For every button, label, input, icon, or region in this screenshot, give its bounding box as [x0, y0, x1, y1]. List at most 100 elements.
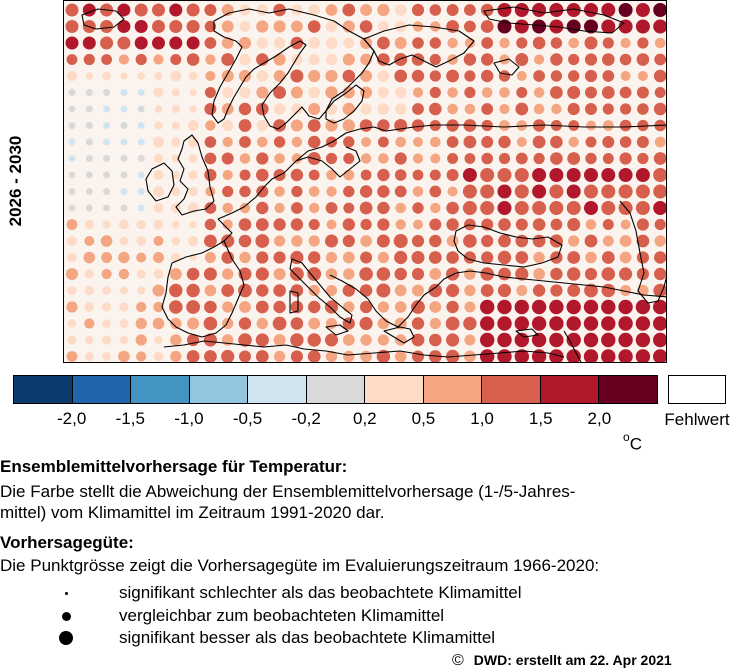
- map-dot: [103, 138, 111, 146]
- skill-heading: Vorhersagegüte:: [0, 533, 134, 552]
- map-dot: [170, 350, 182, 362]
- map-dot: [480, 184, 495, 199]
- coastline-caspian: [619, 200, 666, 304]
- map-dot: [446, 69, 459, 83]
- missing-value-label: Fehlwert: [664, 410, 730, 429]
- map-dot: [412, 284, 424, 297]
- map-dot: [204, 218, 217, 231]
- map-dot: [204, 284, 217, 297]
- coastline-black-sea: [453, 224, 563, 268]
- map-dot: [567, 152, 581, 165]
- map-dot: [85, 72, 94, 80]
- map-dot: [118, 350, 130, 362]
- map-dot: [204, 350, 217, 362]
- map-dot: [203, 316, 218, 331]
- map-dot: [653, 332, 666, 348]
- map-dot: [377, 168, 390, 182]
- map-dot: [136, 252, 147, 263]
- map-dot: [221, 152, 234, 165]
- map-dot: [653, 349, 666, 362]
- period-label-text: 2026 - 2030: [6, 135, 25, 227]
- map-dot: [550, 70, 563, 82]
- map-dot: [499, 37, 510, 49]
- map-dot: [102, 286, 111, 295]
- map-dot: [204, 202, 217, 214]
- map-dot: [377, 317, 390, 330]
- map-dot: [169, 283, 183, 298]
- map-dot: [325, 53, 338, 66]
- map-dot: [464, 284, 476, 297]
- map-dot: [464, 218, 476, 231]
- map-dot: [153, 170, 164, 180]
- map-dot: [171, 220, 180, 229]
- map-dot: [360, 70, 373, 82]
- map-dot: [601, 251, 615, 264]
- map-dot: [393, 234, 408, 248]
- map-dot: [186, 53, 200, 66]
- map-dot: [499, 87, 510, 98]
- map-dot: [636, 218, 650, 231]
- map-dot: [429, 4, 442, 16]
- map-dot: [515, 218, 528, 231]
- map-dot: [342, 218, 355, 231]
- map-dot: [83, 251, 96, 264]
- map-dot: [325, 152, 338, 165]
- map-dot: [514, 201, 529, 215]
- map-dot: [446, 333, 460, 347]
- map-dot: [205, 186, 216, 197]
- map-dot: [585, 152, 597, 165]
- map-dot: [497, 299, 512, 315]
- map-dot: [238, 317, 252, 330]
- map-dot: [394, 53, 408, 66]
- map-dot: [635, 332, 651, 348]
- map-dot: [497, 184, 512, 199]
- map-dot: [256, 37, 268, 49]
- map-dot: [101, 252, 113, 263]
- map-dot: [119, 302, 129, 312]
- map-dot: [602, 70, 615, 82]
- map-dot: [498, 135, 511, 149]
- map-dot: [290, 333, 304, 347]
- map-dot: [464, 70, 476, 82]
- map-dot: [137, 122, 145, 129]
- map-dot: [585, 86, 597, 99]
- map-dot: [514, 349, 529, 362]
- map-dot: [497, 250, 512, 265]
- map-dot: [377, 334, 389, 346]
- coastline-baltic: [295, 146, 361, 178]
- map-dot: [377, 301, 389, 313]
- map-dot: [498, 218, 511, 231]
- map-dot: [84, 285, 95, 296]
- map-dot: [481, 53, 494, 66]
- map-dot: [203, 333, 217, 347]
- map-dot: [324, 300, 339, 314]
- colorbar-tick-label: 0,5: [411, 409, 436, 428]
- colorbar-segment: [189, 376, 249, 403]
- map-dot: [238, 69, 252, 83]
- map-dot: [394, 267, 407, 281]
- map-dot: [102, 319, 111, 328]
- map-dot: [568, 120, 580, 131]
- map-dot: [516, 120, 528, 131]
- skill-legend-worse: signifikant schlechter als das beobachte…: [0, 583, 738, 603]
- map-dot: [550, 86, 563, 99]
- map-dot: [290, 168, 304, 182]
- map-dot: [118, 219, 129, 230]
- colorbar-segment: [306, 376, 366, 403]
- map-dot: [290, 86, 303, 99]
- map-dot: [256, 185, 269, 198]
- map-dot: [637, 103, 649, 115]
- map-dot: [635, 201, 650, 215]
- map-dot: [326, 169, 337, 181]
- map-dot: [412, 37, 424, 49]
- skill-legend-better-label: signifikant besser als das beobachtete K…: [119, 628, 496, 647]
- map-dot: [205, 54, 216, 65]
- map-dot: [222, 169, 233, 181]
- map-dot: [602, 219, 614, 230]
- map-dot: [68, 171, 76, 179]
- map-dot: [291, 53, 303, 66]
- map-dot: [394, 37, 407, 49]
- map-dot: [550, 267, 563, 281]
- temperature-heading: Ensemblemittelvorhersage für Temperatur:: [0, 457, 348, 476]
- map-dot: [343, 169, 355, 181]
